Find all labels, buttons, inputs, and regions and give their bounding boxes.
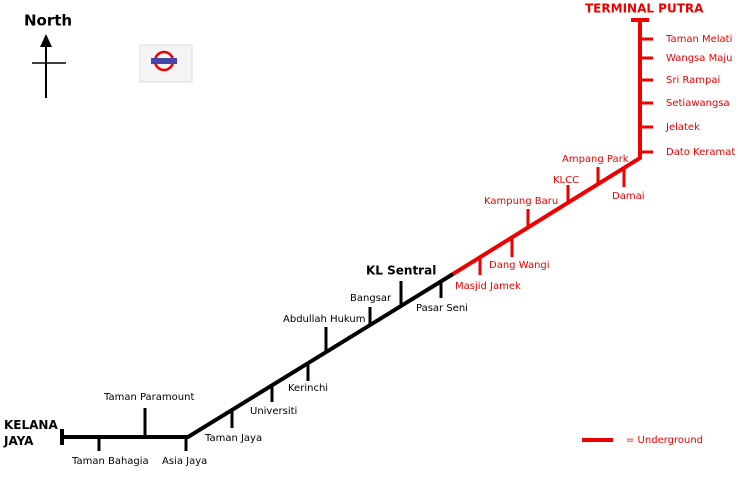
station-label: Taman Jaya: [204, 433, 262, 444]
station-label: Asia Jaya: [162, 456, 207, 467]
station-label: Abdullah Hukum: [283, 314, 366, 325]
terminal-label: KELANA JAYA: [4, 418, 58, 448]
station-label: Kerinchi: [288, 383, 328, 394]
station-label: Ampang Park: [562, 154, 629, 165]
station-ticks-black: [97, 281, 443, 451]
station-label: KLCC: [553, 175, 579, 186]
station-label: Dato Keramat: [666, 147, 735, 158]
station-label: Taman Bahagia: [71, 456, 149, 467]
station-label: Bangsar: [350, 293, 392, 304]
line-underground: [451, 20, 642, 276]
station-ticks-red: [478, 37, 653, 275]
station-label: Taman Melati: [665, 34, 732, 45]
station-label: Masjid Jamek: [455, 281, 521, 292]
station-label: Jelatek: [665, 122, 700, 133]
station-label: Wangsa Maju: [666, 53, 732, 64]
terminal-label: TERMINAL PUTRA: [585, 2, 704, 16]
legend-label: = Underground: [626, 435, 703, 446]
station-label: Universiti: [250, 406, 297, 417]
logo-bar: [151, 58, 177, 64]
north-arrowhead: [40, 34, 52, 47]
station-label: Damai: [612, 191, 644, 202]
station-label: KL Sentral: [366, 264, 436, 278]
station-label: Setiawangsa: [666, 98, 730, 109]
station-label: Kampung Baru: [484, 196, 558, 207]
station-label: Taman Paramount: [103, 392, 194, 403]
north-label: North: [24, 12, 72, 30]
station-label: Pasar Seni: [416, 303, 468, 314]
station-label: Sri Rampai: [666, 75, 720, 86]
line-surface: [62, 272, 455, 439]
station-label: Dang Wangi: [489, 260, 550, 271]
